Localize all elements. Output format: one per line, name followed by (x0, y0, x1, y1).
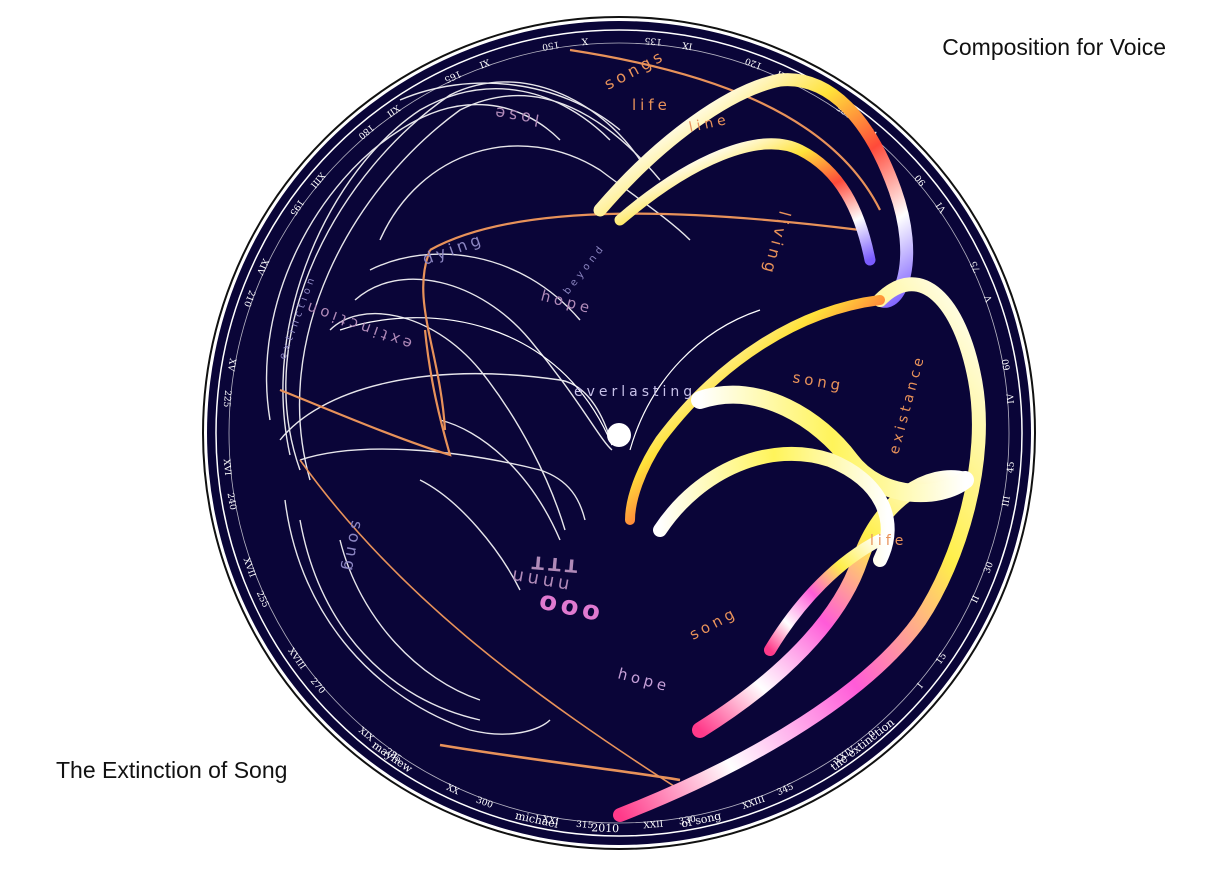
ring-numeral-label: X (580, 35, 588, 46)
ring-numeral-label: III (1001, 495, 1013, 508)
orange-strands (279, 48, 881, 791)
ring-numeral-label: I (916, 681, 926, 690)
ring-numeral-label: XVI (221, 459, 232, 477)
center-spindle-hole (607, 423, 631, 447)
ring-number-label: 135 (644, 35, 662, 46)
ring-number-label: 330 (678, 815, 697, 828)
word-life-top: life (632, 96, 671, 114)
artwork-title: The Extinction of Song (56, 757, 288, 783)
ring-number-label: 315 (576, 820, 594, 831)
ring-numeral-label: II (970, 594, 982, 605)
ring-numeral-label: XXII (643, 820, 664, 832)
ring-number-label: 0 (867, 729, 878, 741)
word-everlasting: everlasting (574, 384, 696, 400)
ring-number-label: 30 (983, 560, 996, 574)
ring-number-label: 240 (225, 492, 238, 511)
ring-number-label: 225 (221, 390, 232, 408)
ring-caption-text: 2010 (591, 821, 619, 835)
ring-number-label: 150 (541, 39, 560, 52)
ring-numeral-label: XXI (542, 815, 560, 828)
disc-ring-line-outer (215, 29, 1023, 837)
ring-number-label: 45 (1006, 461, 1017, 474)
ring-numeral-label: IX (681, 39, 693, 51)
ring-numeral-label: XV (225, 357, 237, 372)
rainbow-ribbons (593, 73, 986, 822)
ring-numeral-label: XI (477, 56, 490, 69)
ring-numeral-label: V (983, 293, 995, 304)
ring-number-label: 75 (969, 259, 983, 274)
center-arc-left (339, 317, 613, 446)
word-life-right: life (870, 533, 907, 549)
ring-number-label: 60 (1001, 358, 1013, 371)
disc-ring-line-inner (228, 42, 1010, 824)
ring-numeral-label: IV (1006, 393, 1017, 404)
word-ttt: TTT (527, 551, 578, 576)
composition-title: Composition for Voice (942, 34, 1166, 60)
center-arc-right (629, 309, 761, 451)
